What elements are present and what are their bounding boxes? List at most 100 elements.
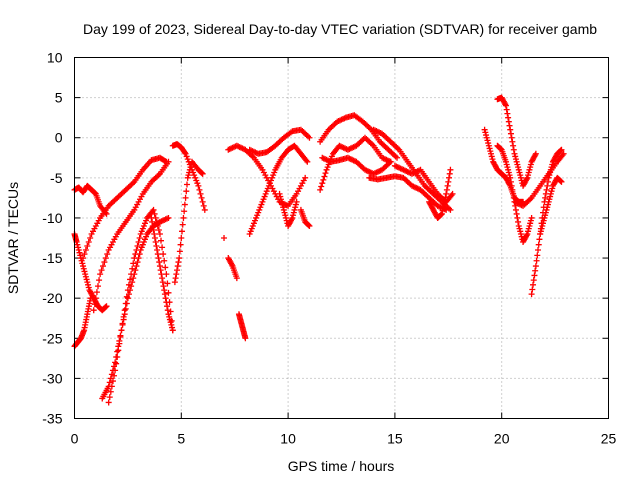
data-series [426, 166, 454, 221]
data-point [101, 259, 108, 266]
data-point [165, 158, 172, 165]
data-point [181, 208, 188, 215]
data-point [543, 206, 550, 213]
data-point [87, 235, 94, 241]
data-point [118, 327, 125, 334]
data-point [484, 137, 491, 144]
data-point [149, 218, 156, 225]
data-point [535, 241, 542, 248]
data-series [528, 146, 565, 298]
data-point [228, 261, 235, 268]
data-point [96, 277, 103, 284]
data-point [328, 153, 335, 160]
data-point [79, 260, 86, 267]
data-point [139, 225, 146, 232]
data-point [277, 193, 284, 200]
data-point [523, 176, 530, 183]
data-point [103, 303, 110, 310]
data-point [488, 150, 495, 157]
data-point [505, 118, 512, 125]
data-point [174, 267, 181, 274]
data-point [136, 235, 143, 241]
data-point [515, 222, 522, 229]
data-point [158, 271, 165, 278]
data-point [441, 200, 448, 207]
data-point [81, 268, 88, 275]
data-series [366, 173, 450, 213]
data-point [512, 156, 519, 163]
data-point [242, 335, 249, 342]
data-series [246, 142, 311, 237]
y-axis-label: SDTVAR / TECUs [5, 182, 21, 294]
data-series [276, 190, 300, 229]
data-point [113, 360, 120, 367]
data-point [559, 152, 566, 159]
data-point [181, 149, 188, 156]
data-point [247, 228, 254, 235]
data-point [160, 251, 167, 258]
data-point [448, 192, 455, 199]
data-point [199, 198, 206, 205]
data-point [268, 177, 275, 184]
data-point [221, 235, 228, 241]
data-point [277, 196, 284, 203]
data-point [183, 188, 190, 195]
plot-frame [74, 57, 609, 419]
x-tick-label: 10 [280, 431, 296, 447]
data-point [525, 228, 532, 235]
data-point [288, 216, 295, 223]
data-point [115, 347, 122, 354]
data-point [529, 286, 536, 293]
data-point [85, 284, 92, 291]
y-tick-label: 5 [55, 90, 63, 106]
data-point [279, 201, 286, 208]
data-point [486, 145, 493, 152]
data-point [178, 235, 185, 241]
data-point [80, 263, 87, 270]
data-point [542, 194, 549, 201]
data-point [557, 147, 564, 154]
data-point [181, 201, 188, 208]
data-point [185, 172, 192, 179]
data-point [438, 211, 445, 218]
data-point [514, 161, 521, 168]
data-point [114, 353, 121, 360]
data-point [270, 172, 277, 179]
data-point [196, 186, 203, 193]
data-series [221, 235, 228, 241]
data-point [269, 174, 276, 181]
data-point [165, 289, 172, 296]
data-point [130, 275, 137, 282]
data-point [513, 210, 520, 217]
data-point [447, 206, 454, 213]
data-point [544, 178, 551, 185]
data-point [85, 281, 92, 288]
data-point [523, 232, 530, 239]
data-point [152, 239, 159, 246]
data-point [442, 194, 449, 201]
data-point [527, 220, 534, 227]
data-point [540, 217, 547, 224]
data-point [157, 267, 164, 274]
data-point [546, 196, 553, 203]
data-point [527, 217, 534, 224]
data-point [541, 214, 548, 221]
data-point [182, 194, 189, 201]
data-point [138, 244, 145, 251]
data-point [502, 158, 509, 165]
data-point [233, 275, 240, 282]
data-point [502, 102, 509, 109]
data-point [549, 185, 556, 192]
y-tick-label: -15 [42, 250, 62, 266]
data-point [483, 132, 490, 139]
data-point [97, 271, 104, 278]
data-point [548, 188, 555, 195]
data-point [156, 263, 163, 270]
data-point [293, 198, 300, 205]
data-point [260, 196, 267, 203]
data-point [505, 166, 512, 173]
data-point [82, 273, 89, 280]
data-point [150, 226, 157, 233]
data-series [90, 158, 172, 314]
data-point [83, 276, 90, 283]
